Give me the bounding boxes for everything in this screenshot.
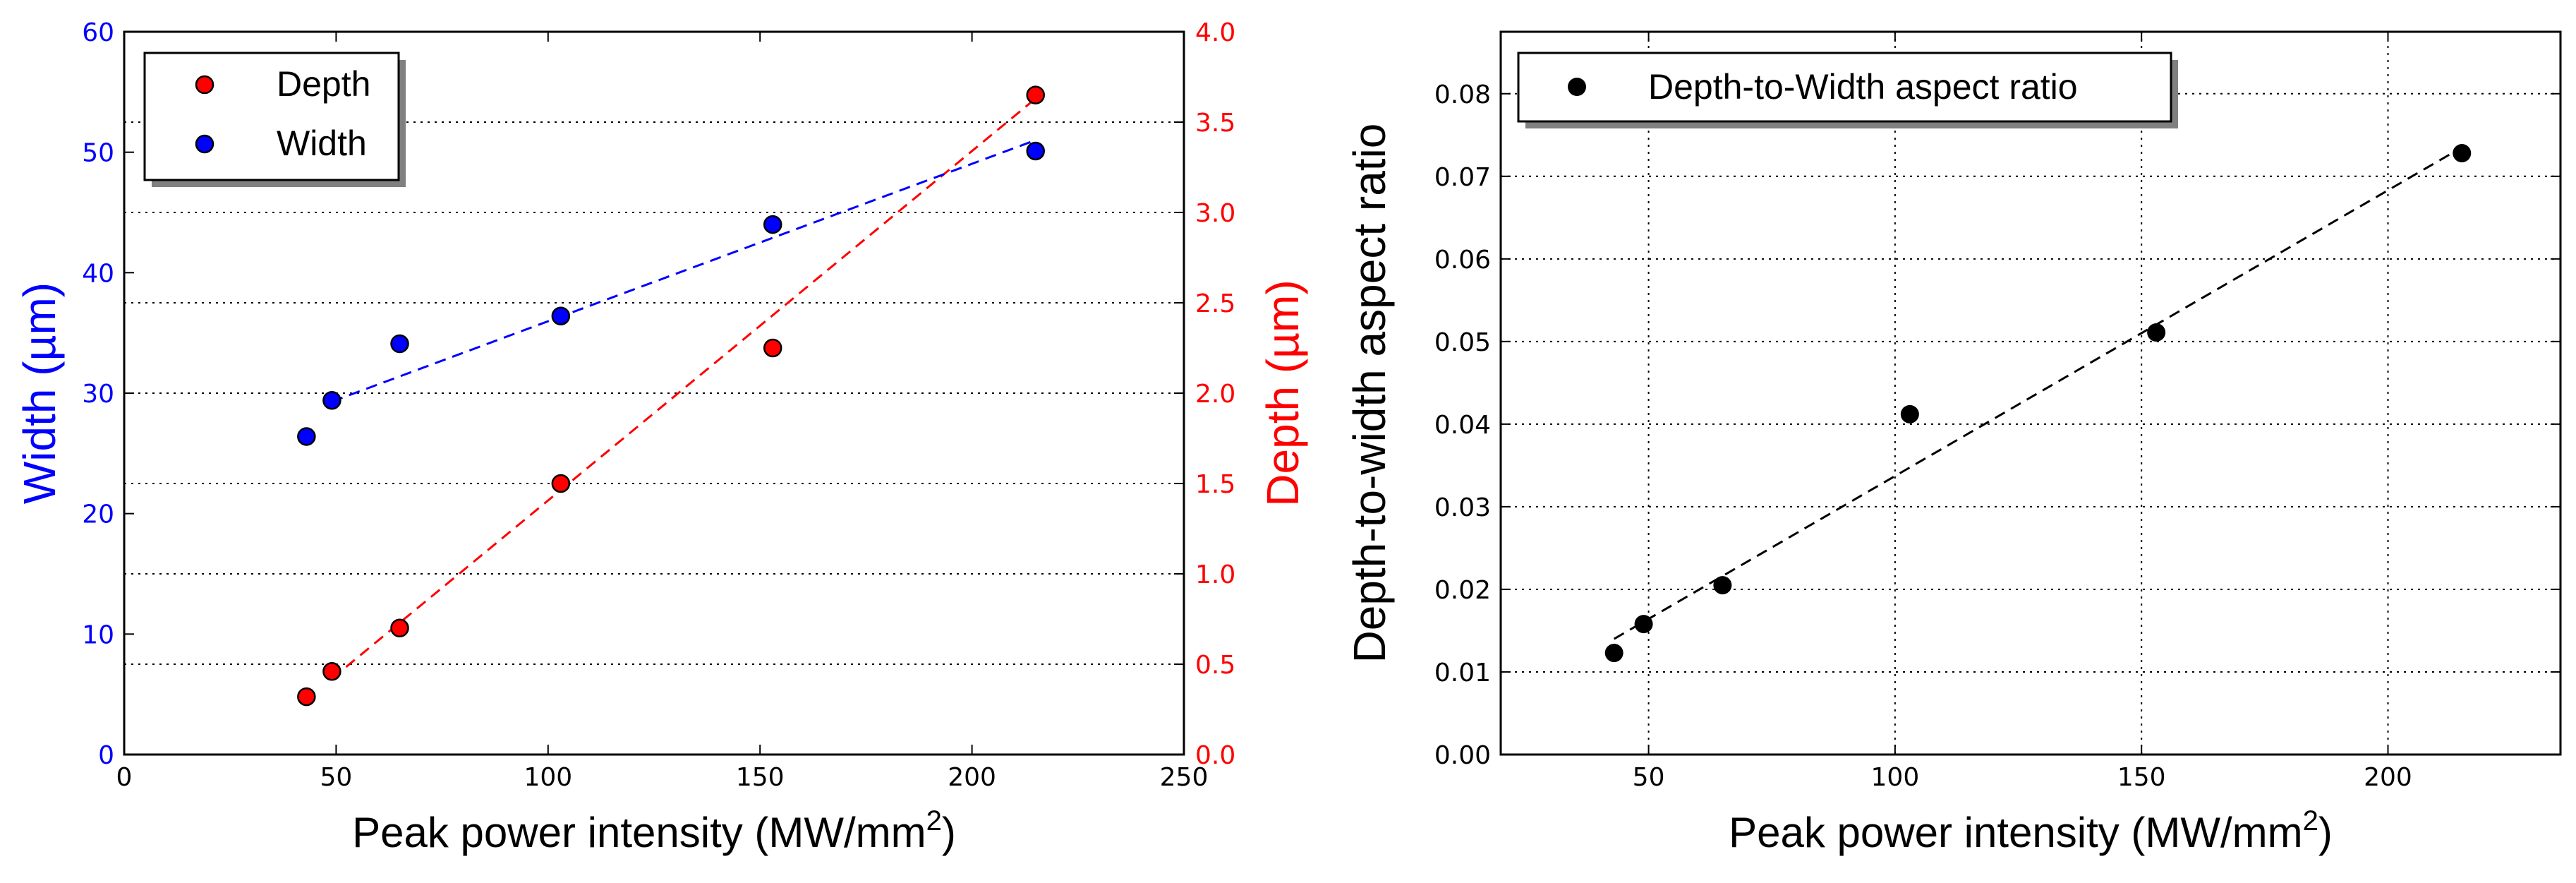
right-chart-y-tick-label: 0.07: [1434, 163, 1491, 192]
left-y-tick-label: 20: [82, 500, 114, 529]
left-x-tick-label: 200: [948, 763, 996, 792]
left-x-tick-label: 150: [736, 763, 785, 792]
right-chart-y-tick-label: 0.02: [1434, 576, 1491, 605]
right-y-tick-label: 2.0: [1195, 380, 1235, 409]
data-point-depth: [1026, 85, 1045, 104]
left-legend: Depth Width: [143, 52, 406, 187]
left-y-ticks: 0 10 20 30 40 50 60: [82, 18, 134, 770]
data-point-aspect-ratio: [2453, 144, 2472, 163]
right-y-ticks: 0.00 0.01 0.02 0.03 0.04 0.05 0.06 0.07 0.08: [1434, 80, 2560, 770]
left-grid: [124, 121, 1184, 665]
data-point-depth: [297, 687, 316, 707]
right-data-points: [1604, 144, 2472, 663]
right-y-tick-label: 0.5: [1195, 651, 1235, 680]
left-x-tick-label: 0: [116, 763, 133, 792]
data-point-aspect-ratio: [2147, 323, 2166, 342]
data-point-width: [763, 215, 782, 234]
right-plot-frame: [1499, 30, 2562, 756]
right-x-tick-label: 200: [2364, 763, 2412, 792]
left-y-tick-label: 40: [82, 259, 114, 288]
right-y-tick-label: 2.5: [1195, 289, 1235, 318]
right-y-tick-label: 1.0: [1195, 560, 1235, 589]
data-point-aspect-ratio: [1634, 615, 1653, 634]
right-x-axis-label: Peak power intensity (MW/mm2): [1729, 805, 2333, 856]
right-y-tick-label: 4.0: [1195, 18, 1235, 47]
right-chart-y-tick-label: 0.04: [1434, 411, 1491, 440]
right-chart-y-tick-label: 0.03: [1434, 493, 1491, 522]
data-point-aspect-ratio: [1713, 576, 1732, 595]
left-y-tick-label: 30: [82, 380, 114, 409]
right-y-tick-label: 3.5: [1195, 109, 1235, 138]
right-chart-y-tick-label: 0.08: [1434, 80, 1491, 109]
data-point-depth: [390, 618, 409, 638]
left-x-ticks: 0 50 100 150 200 250: [116, 32, 1209, 792]
right-fit-lines: [1613, 146, 2463, 640]
right-x-ticks: 50 100 150 200: [1633, 32, 2412, 792]
left-x-axis-label: Peak power intensity (MW/mm2): [352, 805, 956, 856]
data-point-width: [390, 334, 409, 354]
data-point-depth: [763, 338, 782, 358]
legend-label-width: Width: [277, 124, 367, 163]
left-y-tick-label: 0: [98, 741, 114, 770]
data-point-width: [551, 306, 571, 326]
right-chart-y-axis-label: Depth-to-width aspect ratio: [1344, 124, 1395, 663]
left-legend-box: [143, 52, 400, 181]
data-point-aspect-ratio: [1900, 404, 1919, 424]
data-point-width: [1026, 141, 1045, 161]
right-y-tick-label: 3.0: [1195, 199, 1235, 228]
right-legend-box: [1517, 52, 2172, 123]
fit-line-depth: [331, 97, 1036, 680]
right-chart-y-tick-label: 0.06: [1434, 246, 1491, 275]
right-x-tick-label: 100: [1871, 763, 1920, 792]
right-chart-y-tick-label: 0.01: [1434, 659, 1491, 687]
legend-marker-depth: [195, 75, 214, 95]
chart-right: 50 100 150 200 0.00 0.01 0.02 0.03 0.04 0.05 0.06…: [1344, 30, 2562, 856]
left-fit-lines: [331, 97, 1036, 680]
fit-line-aspect-ratio: [1613, 146, 2463, 640]
legend-label-depth: Depth: [277, 64, 370, 104]
left-x-tick-label: 50: [320, 763, 352, 792]
right-x-tick-label: 50: [1633, 763, 1665, 792]
data-point-width: [322, 390, 341, 410]
right-y-tick-label: 0.0: [1195, 741, 1235, 770]
legend-marker-aspect-ratio: [1568, 78, 1586, 96]
data-point-depth: [322, 661, 341, 681]
legend-label-aspect-ratio: Depth-to-Width aspect ratio: [1648, 67, 2078, 107]
left-y-tick-label: 50: [82, 139, 114, 168]
left-x-tick-label: 250: [1160, 763, 1209, 792]
left-y-tick-label: 10: [82, 620, 114, 649]
data-point-aspect-ratio: [1604, 644, 1623, 663]
right-grid: [1501, 32, 2560, 755]
legend-marker-width: [195, 134, 214, 154]
right-y-axis-label: Depth (µm): [1257, 280, 1308, 506]
left-y-tick-label: 60: [82, 18, 114, 47]
left-x-tick-label: 100: [524, 763, 572, 792]
left-data-points: [297, 85, 1045, 707]
fit-line-width: [331, 139, 1036, 403]
data-point-depth: [551, 474, 571, 493]
right-y-tick-label: 1.5: [1195, 470, 1235, 499]
left-y-right-ticks: 0.0 0.5 1.0 1.5 2.0 2.5 3.0 3.5 4.0: [1174, 18, 1235, 770]
right-chart-y-tick-label: 0.00: [1434, 741, 1491, 770]
right-chart-y-tick-label: 0.05: [1434, 328, 1491, 357]
right-legend: Depth-to-Width aspect ratio: [1517, 52, 2178, 128]
left-y-axis-label: Width (µm): [14, 282, 65, 504]
data-point-width: [297, 427, 316, 446]
chart-left: 0 50 100 150 200 250 0 10 20 30 40 50 60 0.0 0.5 1.0 1…: [14, 18, 1308, 856]
right-x-tick-label: 150: [2117, 763, 2166, 792]
